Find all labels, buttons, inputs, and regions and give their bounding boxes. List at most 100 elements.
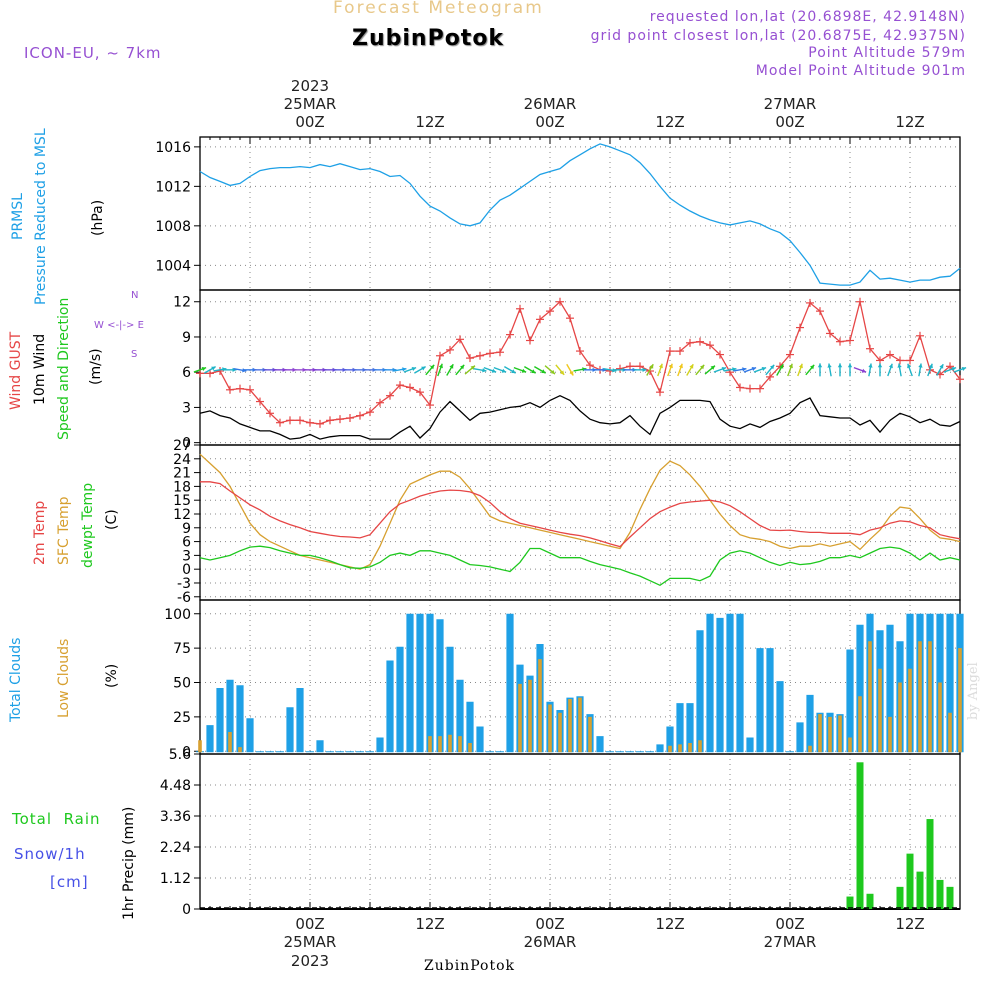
low-cloud-bar bbox=[528, 679, 532, 753]
station-title: ZubinPotok bbox=[352, 26, 505, 51]
total-cloud-bar bbox=[316, 740, 324, 753]
low-cloud-bar bbox=[888, 716, 892, 753]
wind-arrow-head bbox=[211, 366, 216, 371]
bottom-time-label: 12Z bbox=[895, 915, 924, 933]
wind-arrow bbox=[827, 363, 832, 377]
low-cloud-bar bbox=[588, 716, 592, 753]
low-cloud-bar bbox=[828, 716, 832, 753]
wind-arrow-head bbox=[710, 365, 715, 370]
wind-arrow bbox=[657, 363, 663, 377]
wind-arrow bbox=[853, 366, 867, 373]
total-cloud-bar bbox=[696, 630, 704, 753]
bottom-date-label: 27MAR bbox=[764, 933, 817, 951]
low-cloud-bar bbox=[698, 740, 702, 753]
total-cloud-bar bbox=[216, 688, 224, 753]
wind-arrow bbox=[513, 366, 527, 373]
wind-arrow bbox=[473, 368, 487, 373]
wind-arrow-head bbox=[232, 367, 237, 373]
wind-arrow bbox=[437, 363, 443, 377]
wind-arrow-head bbox=[201, 366, 207, 372]
rain-label: Total Rain bbox=[12, 810, 101, 828]
precip-bar bbox=[936, 879, 944, 909]
wind-arrow bbox=[753, 366, 767, 373]
temp-y-tick-label: 6 bbox=[182, 535, 191, 551]
wind-arrow-head bbox=[482, 368, 487, 373]
wind-arrow bbox=[907, 363, 913, 377]
wind-arrow bbox=[837, 363, 843, 377]
wind-arrow bbox=[686, 363, 694, 376]
temp-y-tick-label: 18 bbox=[173, 479, 191, 495]
precip-bar bbox=[846, 896, 854, 909]
total-cloud-bar bbox=[206, 725, 214, 753]
wind-y-tick-label: 12 bbox=[173, 295, 191, 311]
total-cloud-bar bbox=[746, 737, 754, 753]
wind-arrow-head bbox=[809, 364, 815, 370]
clouds-y-tick-label: 75 bbox=[173, 641, 191, 657]
wind-arrow-head bbox=[837, 363, 843, 368]
low-cloud-bar bbox=[918, 641, 922, 753]
wind-arrow-head bbox=[642, 367, 647, 373]
wind-arrow bbox=[667, 363, 673, 377]
wind-arrow bbox=[204, 365, 216, 374]
temp-y-tick-label: 9 bbox=[182, 521, 191, 537]
total-cloud-bar bbox=[386, 660, 394, 753]
total-cloud-bar bbox=[396, 646, 404, 753]
precip-y-tick-label: 4.48 bbox=[160, 778, 191, 794]
wind-arrow bbox=[776, 363, 784, 376]
total-cloud-bar bbox=[506, 613, 514, 753]
total-cloud-bar bbox=[416, 613, 424, 753]
wind-arrow-head bbox=[928, 363, 933, 369]
wind-arrow bbox=[566, 363, 574, 376]
requested-coords: requested lon,lat (20.6898E, 42.9148N) bbox=[649, 9, 966, 25]
wind-arrow-head bbox=[699, 364, 705, 370]
precip-panel-frame bbox=[199, 753, 961, 910]
total-cloud-bar bbox=[406, 613, 414, 753]
wind-arrow bbox=[403, 366, 417, 373]
wind-arrow bbox=[534, 365, 546, 374]
wind-arrow-head bbox=[788, 363, 793, 369]
wind-arrow-head bbox=[541, 369, 546, 374]
wind-arrow bbox=[425, 364, 435, 376]
wind-arrow-head bbox=[888, 363, 893, 369]
bottom-year-label: 2023 bbox=[291, 952, 329, 970]
precip-bar bbox=[946, 886, 954, 909]
wind-arrow bbox=[677, 363, 683, 377]
wind-arrow bbox=[918, 363, 923, 377]
wind-arrow bbox=[887, 363, 893, 377]
total-cloud-bar bbox=[446, 646, 454, 753]
wind-arrow bbox=[817, 363, 823, 377]
wind-arrow-head bbox=[779, 364, 784, 369]
wind-arrow-head bbox=[569, 370, 574, 376]
low-cloud-bar bbox=[678, 744, 682, 753]
wind-arrow bbox=[953, 366, 967, 373]
wind-arrow-head bbox=[501, 368, 507, 373]
low-cloud-bar bbox=[818, 714, 822, 753]
total-cloud-bar bbox=[236, 685, 244, 753]
wind-y-tick-label: 0 bbox=[182, 436, 191, 452]
low-cloud-bar bbox=[568, 699, 572, 753]
wind-arrow bbox=[633, 367, 647, 373]
top-year-label: 2023 bbox=[291, 77, 329, 95]
top-time-label: 12Z bbox=[415, 113, 444, 131]
sfc-temp-line bbox=[199, 453, 961, 570]
precip-bar bbox=[856, 762, 864, 909]
wind-arrow-head bbox=[827, 363, 832, 368]
total-cloud-bar bbox=[476, 726, 484, 753]
model-altitude: Model Point Altitude 901m bbox=[755, 63, 966, 79]
compass-we: W <-|-> E bbox=[94, 320, 144, 331]
wind-arrow-head bbox=[742, 367, 747, 372]
low-cloud-bar bbox=[958, 648, 962, 753]
top-date-label: 26MAR bbox=[524, 95, 577, 113]
wind-arrow-head bbox=[907, 363, 912, 369]
wind-arrow-head bbox=[470, 365, 475, 370]
top-date-label: 25MAR bbox=[284, 95, 337, 113]
low-cloud-bar bbox=[438, 736, 442, 753]
wind-arrow-head bbox=[531, 369, 536, 374]
clouds-y-tick-label: 100 bbox=[164, 607, 191, 623]
pressure-y-tick-label: 1016 bbox=[155, 140, 191, 156]
low-cloud-bar bbox=[688, 743, 692, 753]
wind-y-tick-label: 3 bbox=[182, 400, 191, 416]
temp-y-tick-label: 3 bbox=[182, 548, 191, 564]
temp-y-tick-label: -3 bbox=[177, 576, 191, 592]
wind-arrow bbox=[943, 366, 957, 373]
